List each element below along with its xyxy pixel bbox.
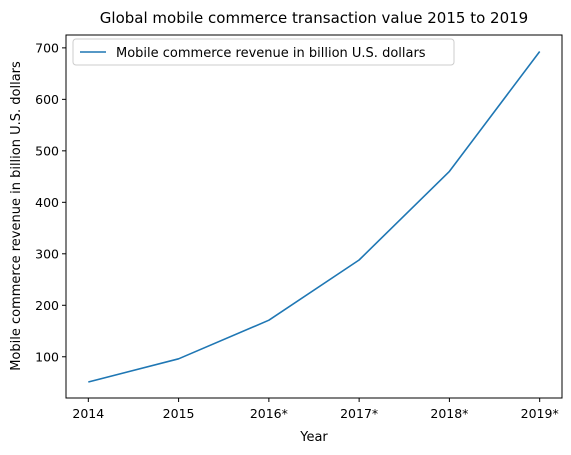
x-tick-label: 2017* <box>340 406 378 421</box>
x-tick-label: 2014 <box>72 406 104 421</box>
y-tick-label: 400 <box>35 195 59 210</box>
x-tick-label: 2016* <box>250 406 288 421</box>
y-axis-label: Mobile commerce revenue in billion U.S. … <box>9 61 24 371</box>
y-tick-label: 700 <box>35 40 59 55</box>
x-axis-label: Year <box>299 430 328 445</box>
x-tick-label: 2015 <box>163 406 195 421</box>
y-tick-label: 200 <box>35 298 59 313</box>
y-tick-label: 300 <box>35 246 59 261</box>
legend-label: Mobile commerce revenue in billion U.S. … <box>116 46 426 61</box>
y-tick-label: 100 <box>35 349 59 364</box>
legend: Mobile commerce revenue in billion U.S. … <box>73 39 454 65</box>
chart-title: Global mobile commerce transaction value… <box>100 9 528 27</box>
y-tick-label: 500 <box>35 143 59 158</box>
y-tick-label: 600 <box>35 92 59 107</box>
x-tick-label: 2019* <box>521 406 559 421</box>
x-tick-label: 2018* <box>430 406 468 421</box>
